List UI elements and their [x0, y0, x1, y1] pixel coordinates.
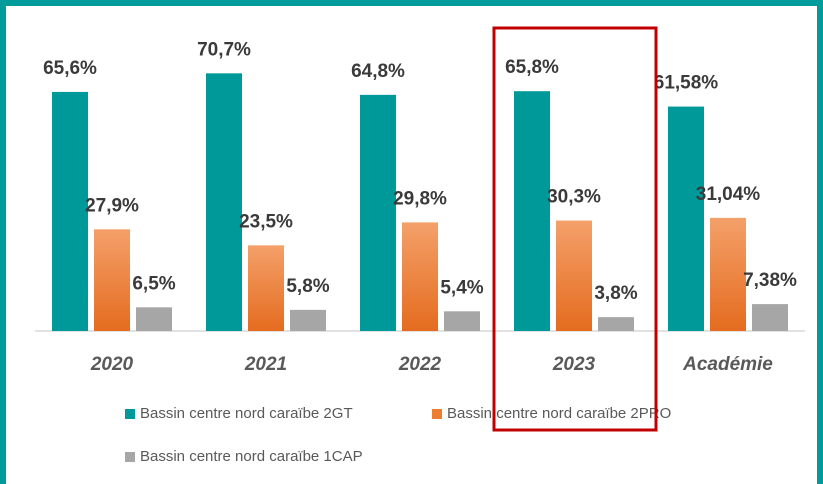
bar [136, 307, 172, 331]
bar [514, 91, 550, 331]
bar [444, 311, 480, 331]
value-label: 7,38% [743, 270, 797, 291]
bar [752, 304, 788, 331]
x-tick-label: Académie [682, 354, 773, 375]
value-label: 23,5% [239, 211, 293, 232]
value-label: 30,3% [547, 187, 601, 208]
highlight-box [492, 26, 658, 432]
bar [248, 245, 284, 331]
value-label: 65,6% [43, 58, 97, 79]
value-label: 6,5% [132, 273, 175, 294]
bar [710, 217, 746, 331]
value-label: 5,4% [440, 277, 483, 298]
bar [402, 222, 438, 331]
value-label: 64,8% [351, 61, 405, 82]
bar [290, 309, 326, 331]
bar [94, 229, 130, 331]
value-label: 70,7% [197, 39, 251, 60]
bar [668, 106, 704, 332]
bar [206, 73, 242, 332]
bar [52, 91, 88, 332]
value-label: 3,8% [594, 283, 637, 304]
legend-swatch [125, 409, 135, 419]
x-tick-label: 2021 [244, 354, 287, 375]
value-label: 31,04% [696, 184, 761, 205]
bar [360, 94, 396, 331]
x-tick-label: 2022 [398, 354, 442, 375]
bar [556, 220, 592, 331]
x-tick-label: 2023 [552, 354, 596, 375]
legend-label: Bassin centre nord caraïbe 1CAP [140, 448, 363, 465]
value-label: 61,58% [654, 73, 719, 94]
value-label: 65,8% [505, 57, 559, 78]
value-label: 29,8% [393, 188, 447, 209]
x-tick-label: 2020 [90, 354, 134, 375]
bar [598, 317, 634, 331]
value-label: 5,8% [286, 276, 329, 297]
legend-label: Bassin centre nord caraïbe 2PRO [447, 405, 671, 422]
value-label: 27,9% [85, 195, 139, 216]
legend-swatch [432, 409, 442, 419]
legend-label: Bassin centre nord caraïbe 2GT [140, 405, 353, 422]
legend-swatch [125, 452, 135, 462]
